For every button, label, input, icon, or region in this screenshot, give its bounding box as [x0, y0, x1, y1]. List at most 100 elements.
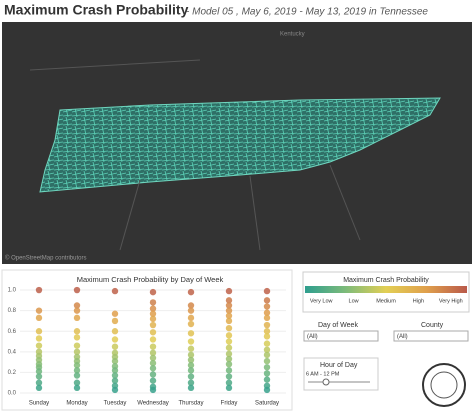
point [111, 372, 119, 379]
point [263, 357, 271, 365]
attribution: © OpenStreetMap contributors [5, 255, 86, 262]
x-tick-label: Monday [66, 401, 87, 407]
point [149, 310, 157, 317]
legend-label: High [413, 298, 424, 304]
point [35, 307, 43, 314]
point [263, 386, 271, 394]
point [225, 384, 233, 392]
legend-label: Low [349, 298, 359, 304]
chart-title: Maximum Crash Probability by Day of Week [77, 275, 224, 284]
point [149, 354, 157, 362]
point [225, 338, 233, 345]
point [149, 305, 157, 312]
point [263, 303, 271, 310]
dropdown-value: (All) [307, 334, 318, 340]
point [111, 357, 119, 365]
point [73, 302, 81, 309]
x-tick-label: Friday [221, 401, 238, 407]
chart-panel [1, 269, 293, 411]
point [263, 297, 271, 304]
point [73, 334, 81, 341]
point [225, 360, 233, 368]
point [149, 365, 157, 372]
point [187, 320, 195, 328]
point [187, 288, 195, 296]
point [225, 287, 233, 295]
point [73, 367, 81, 374]
point [149, 386, 157, 394]
point [35, 384, 43, 392]
legend-title: Maximum Crash Probability [343, 277, 429, 284]
map-label: Kentucky [280, 32, 305, 38]
point [111, 328, 119, 335]
point [263, 314, 271, 322]
slider-value: 6 AM - 12 PM [306, 371, 340, 377]
point [225, 355, 233, 363]
point [149, 288, 157, 296]
seal-inner [430, 371, 458, 399]
point [149, 299, 157, 306]
filter-title: Hour of Day [320, 362, 358, 369]
point [187, 356, 195, 364]
point [263, 351, 271, 359]
point [225, 297, 233, 304]
point [225, 312, 233, 319]
point [35, 335, 43, 342]
point [73, 307, 81, 314]
point [225, 344, 233, 351]
filter-title: County [421, 322, 444, 329]
y-tick-label: 1.0 [8, 288, 17, 294]
legend-bar [305, 286, 467, 293]
point [35, 373, 43, 380]
point [149, 315, 157, 323]
point [187, 367, 195, 374]
point [149, 377, 157, 384]
point [111, 386, 119, 394]
point [187, 351, 195, 359]
seal [422, 363, 466, 407]
hour-filter [303, 357, 379, 391]
point [225, 302, 233, 309]
point [225, 379, 233, 386]
x-tick-label: Tuesday [104, 401, 127, 407]
dropdown[interactable] [393, 330, 469, 342]
dropdown[interactable] [303, 330, 379, 342]
point [263, 309, 271, 316]
y-tick-label: 0.6 [8, 329, 17, 335]
point [225, 324, 233, 332]
y-tick-label: 0.8 [8, 308, 17, 314]
point [73, 348, 81, 356]
slider-handle[interactable] [322, 378, 330, 386]
y-tick-label: 0.0 [8, 391, 17, 397]
point [149, 359, 157, 367]
filter-title: Day of Week [318, 322, 358, 329]
x-tick-label: Thursday [178, 401, 203, 407]
point [73, 286, 81, 294]
legend-label: Very Low [310, 298, 333, 304]
point [225, 367, 233, 374]
x-tick-label: Sunday [29, 401, 49, 407]
point [187, 338, 195, 345]
y-tick-label: 0.2 [8, 370, 17, 376]
point [111, 310, 119, 317]
point [149, 371, 157, 378]
legend-label: Very High [439, 298, 463, 304]
point [111, 336, 119, 343]
point [149, 321, 157, 329]
point [263, 370, 271, 377]
point [187, 379, 195, 386]
point [225, 307, 233, 314]
point [187, 384, 195, 392]
point [263, 333, 271, 340]
point [73, 379, 81, 386]
subtitle: - Model 05 , May 6, 2019 - May 13, 2019 … [186, 7, 428, 18]
y-tick-label: 0.4 [8, 349, 17, 355]
point [263, 346, 271, 353]
point [35, 328, 43, 335]
point [225, 317, 233, 325]
point [73, 328, 81, 335]
point [263, 328, 271, 335]
point [263, 321, 271, 329]
legend-label: Medium [376, 298, 396, 304]
